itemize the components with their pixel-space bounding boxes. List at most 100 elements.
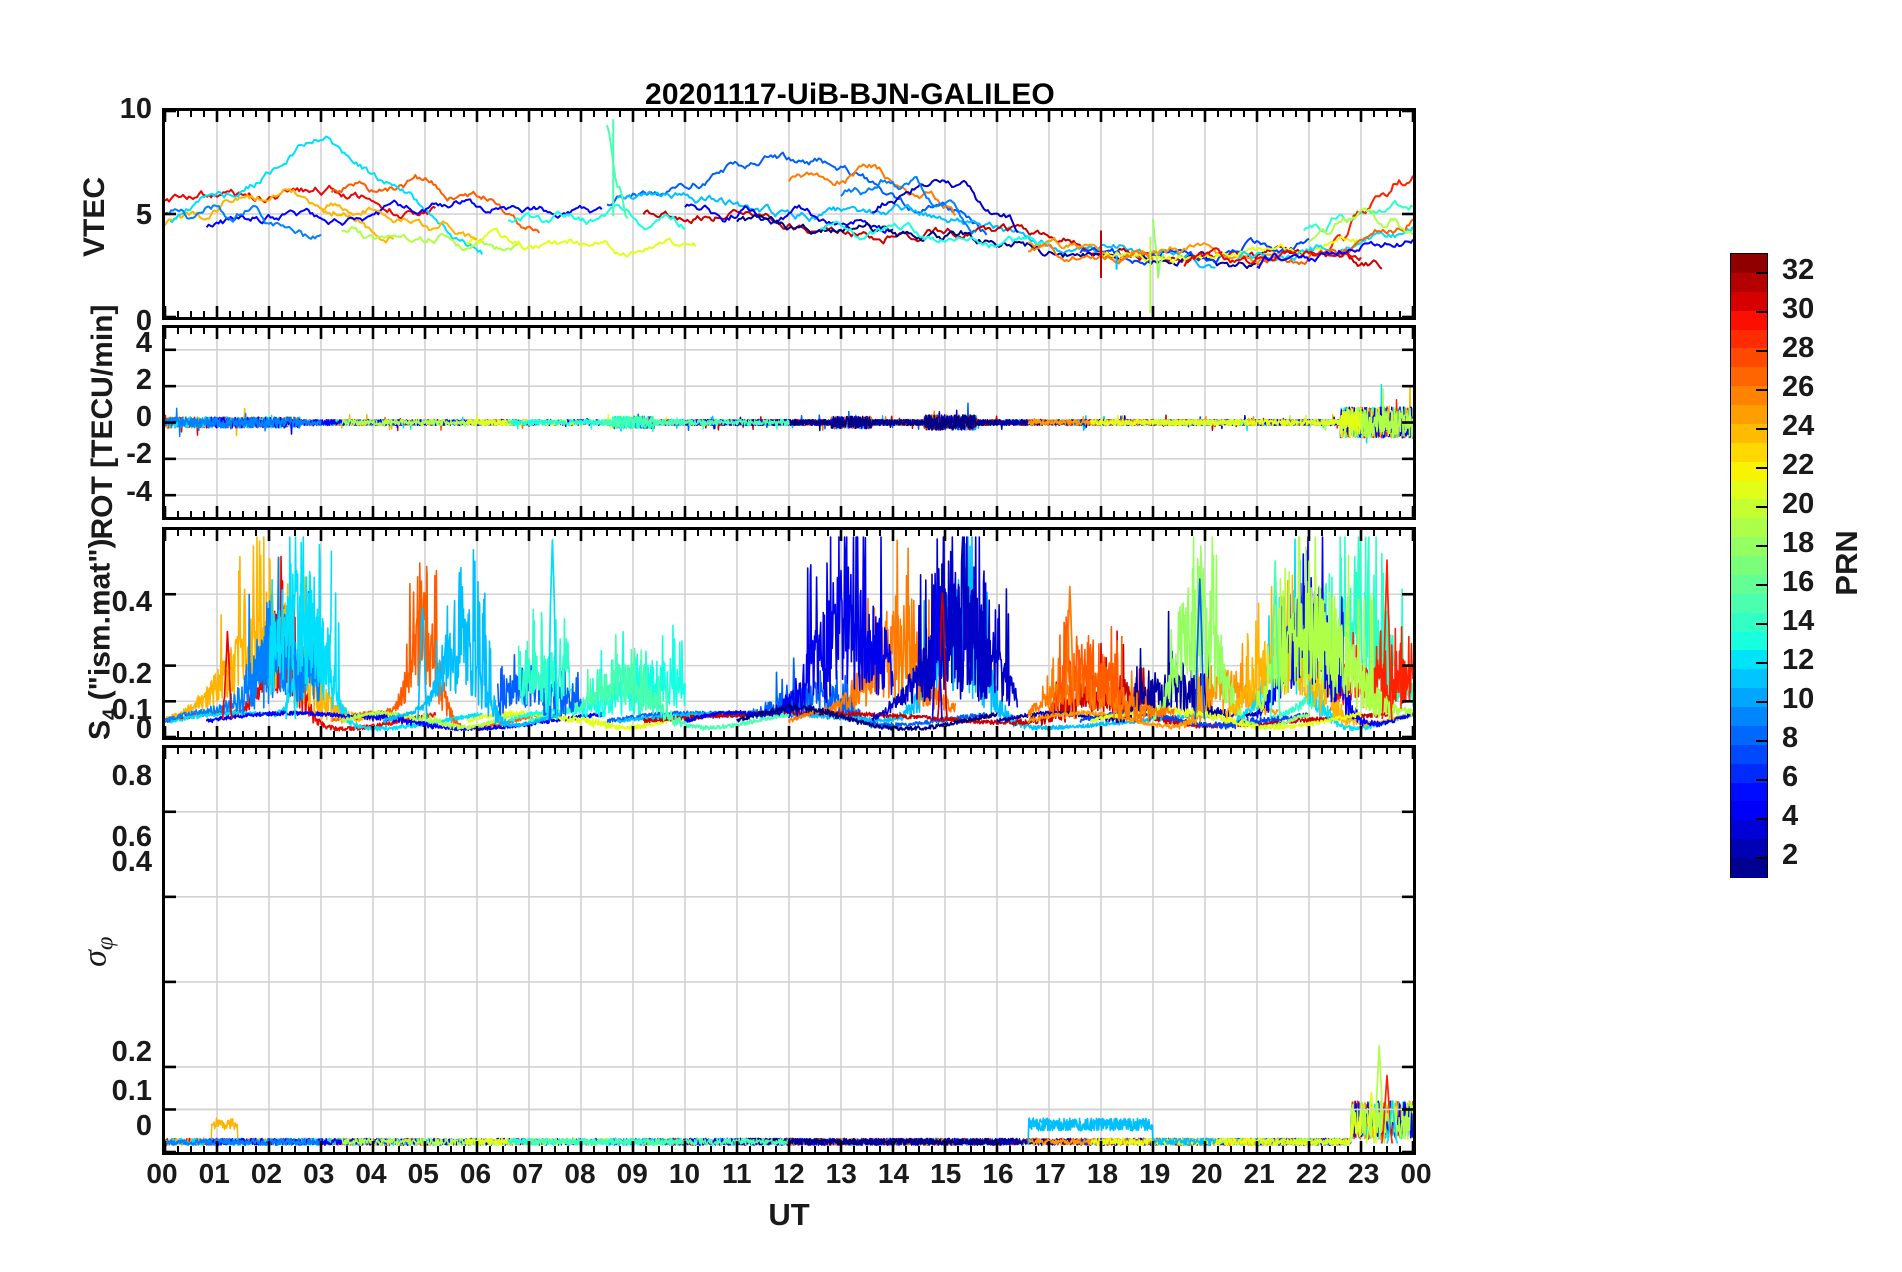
x-tick-01-1: 01 xyxy=(198,1158,230,1189)
colorbar-tickmark xyxy=(1756,818,1768,821)
x-tick-15-15: 15 xyxy=(930,1158,962,1189)
x-tick-05-5: 05 xyxy=(407,1158,439,1189)
colorbar-tickmark xyxy=(1756,623,1768,626)
panel-sigma-ytick-02: 0.2 xyxy=(111,1036,152,1068)
colorbar-swatch xyxy=(1731,707,1767,728)
x-tick-17-17: 17 xyxy=(1034,1158,1066,1189)
colorbar-swatch xyxy=(1731,518,1767,539)
panel-rot xyxy=(162,325,1416,520)
colorbar-swatch xyxy=(1731,839,1767,860)
colorbar-tick-18: 18 xyxy=(1782,526,1815,559)
x-tick-00-24: 00 xyxy=(1400,1158,1432,1189)
colorbar-tick-10: 10 xyxy=(1782,683,1815,716)
colorbar-swatch xyxy=(1731,310,1767,331)
panel-vtec-ytick-10: 10 xyxy=(119,93,152,125)
colorbar-tickmark xyxy=(1756,779,1768,782)
panel-rot-ytick-0: 0 xyxy=(135,401,152,433)
colorbar-tick-16: 16 xyxy=(1782,566,1815,599)
x-tick-13-13: 13 xyxy=(825,1158,857,1189)
x-tick-18-18: 18 xyxy=(1086,1158,1119,1189)
colorbar-tick-12: 12 xyxy=(1782,644,1815,677)
x-tick-06-6: 06 xyxy=(459,1158,492,1189)
colorbar-swatch xyxy=(1731,442,1767,463)
colorbar-swatch xyxy=(1731,291,1767,312)
panel-s4-ytick-0: 0 xyxy=(135,713,152,745)
x-tick-11-11: 11 xyxy=(721,1158,752,1189)
colorbar-swatch xyxy=(1731,537,1767,558)
x-tick-04-4: 04 xyxy=(355,1158,387,1189)
panel-sigma-ytick-08: 0.8 xyxy=(111,760,152,792)
x-tick-21-21: 21 xyxy=(1243,1158,1275,1189)
colorbar-tickmark xyxy=(1756,740,1768,743)
colorbar-swatch xyxy=(1731,612,1767,633)
colorbar-swatch xyxy=(1731,593,1767,614)
colorbar-swatch xyxy=(1731,386,1767,407)
x-tick-09-9: 09 xyxy=(616,1158,648,1189)
colorbar-swatch xyxy=(1731,272,1767,293)
x-tick-02-2: 02 xyxy=(250,1158,283,1189)
panel-rot-ytick-4: 4 xyxy=(135,327,152,359)
colorbar-tick-28: 28 xyxy=(1782,331,1815,364)
page-title: 20201117-UiB-BJN-GALILEO xyxy=(645,78,1055,111)
colorbar-tickmark xyxy=(1756,544,1768,547)
x-tick-14-14: 14 xyxy=(877,1158,910,1189)
x-tick-10-10: 10 xyxy=(668,1158,701,1189)
colorbar-tickmark xyxy=(1756,310,1768,313)
colorbar-tick-26: 26 xyxy=(1782,370,1815,403)
panel-rot-ytick-2: 2 xyxy=(135,364,152,396)
colorbar-tick-32: 32 xyxy=(1782,253,1815,286)
x-tick-19-19: 19 xyxy=(1139,1158,1171,1189)
colorbar-tick-24: 24 xyxy=(1782,409,1815,442)
colorbar-tickmark xyxy=(1756,271,1768,274)
colorbar-tickmark xyxy=(1756,701,1768,704)
colorbar-tickmark xyxy=(1756,505,1768,508)
colorbar-tick-8: 8 xyxy=(1782,722,1799,755)
x-tick-16-16: 16 xyxy=(982,1158,1014,1189)
panel-sigma-ytick-01: 0.1 xyxy=(111,1075,152,1107)
x-tick-23-23: 23 xyxy=(1348,1158,1380,1189)
colorbar-swatch xyxy=(1731,782,1767,803)
x-tick-00-0: 00 xyxy=(146,1158,178,1189)
panel-s4-ytick-01: 0.1 xyxy=(111,694,152,726)
colorbar-label: PRN xyxy=(1829,530,1864,596)
colorbar-tickmark xyxy=(1756,466,1768,469)
colorbar-swatch xyxy=(1731,744,1767,765)
colorbar xyxy=(1730,253,1768,879)
panel-rot-ytick-m4: -4 xyxy=(126,476,152,508)
colorbar-swatch xyxy=(1731,499,1767,520)
panel-vtec-ytick-5: 5 xyxy=(135,199,152,231)
colorbar-swatch xyxy=(1731,405,1767,426)
colorbar-tick-30: 30 xyxy=(1782,292,1815,325)
colorbar-tickmark xyxy=(1756,427,1768,430)
colorbar-swatch xyxy=(1731,650,1767,671)
colorbar-swatch xyxy=(1731,688,1767,709)
x-tick-08-8: 08 xyxy=(564,1158,596,1189)
colorbar-tick-2: 2 xyxy=(1782,839,1799,872)
colorbar-swatch xyxy=(1731,631,1767,652)
colorbar-swatch xyxy=(1731,348,1767,369)
panel-sigma-phi xyxy=(162,745,1416,1155)
x-tick-12-12: 12 xyxy=(773,1158,805,1189)
colorbar-swatch xyxy=(1731,329,1767,350)
panel-s4-ytick-04: 0.4 xyxy=(111,586,152,618)
colorbar-swatch xyxy=(1731,574,1767,596)
colorbar-tick-14: 14 xyxy=(1782,605,1815,638)
colorbar-tickmark xyxy=(1756,584,1768,587)
colorbar-swatch xyxy=(1731,763,1767,784)
panel-vtec xyxy=(162,108,1416,320)
x-tick-03-3: 03 xyxy=(303,1158,335,1189)
colorbar-swatch xyxy=(1731,461,1767,482)
panel-s4 xyxy=(162,527,1416,740)
colorbar-tick-6: 6 xyxy=(1782,761,1799,794)
x-tick-22-22: 22 xyxy=(1295,1158,1328,1189)
colorbar-swatch xyxy=(1731,669,1767,690)
panel-sigma-phi-ylabel: σφ xyxy=(76,936,119,967)
colorbar-swatch xyxy=(1731,367,1767,388)
x-axis-label: UT xyxy=(768,1197,810,1232)
colorbar-swatch xyxy=(1731,556,1767,577)
colorbar-swatch xyxy=(1731,725,1767,747)
panel-sigma-ytick-06: 0.6 xyxy=(111,821,152,853)
panel-vtec-ytick-0: 0 xyxy=(135,305,152,337)
colorbar-tick-22: 22 xyxy=(1782,448,1815,481)
